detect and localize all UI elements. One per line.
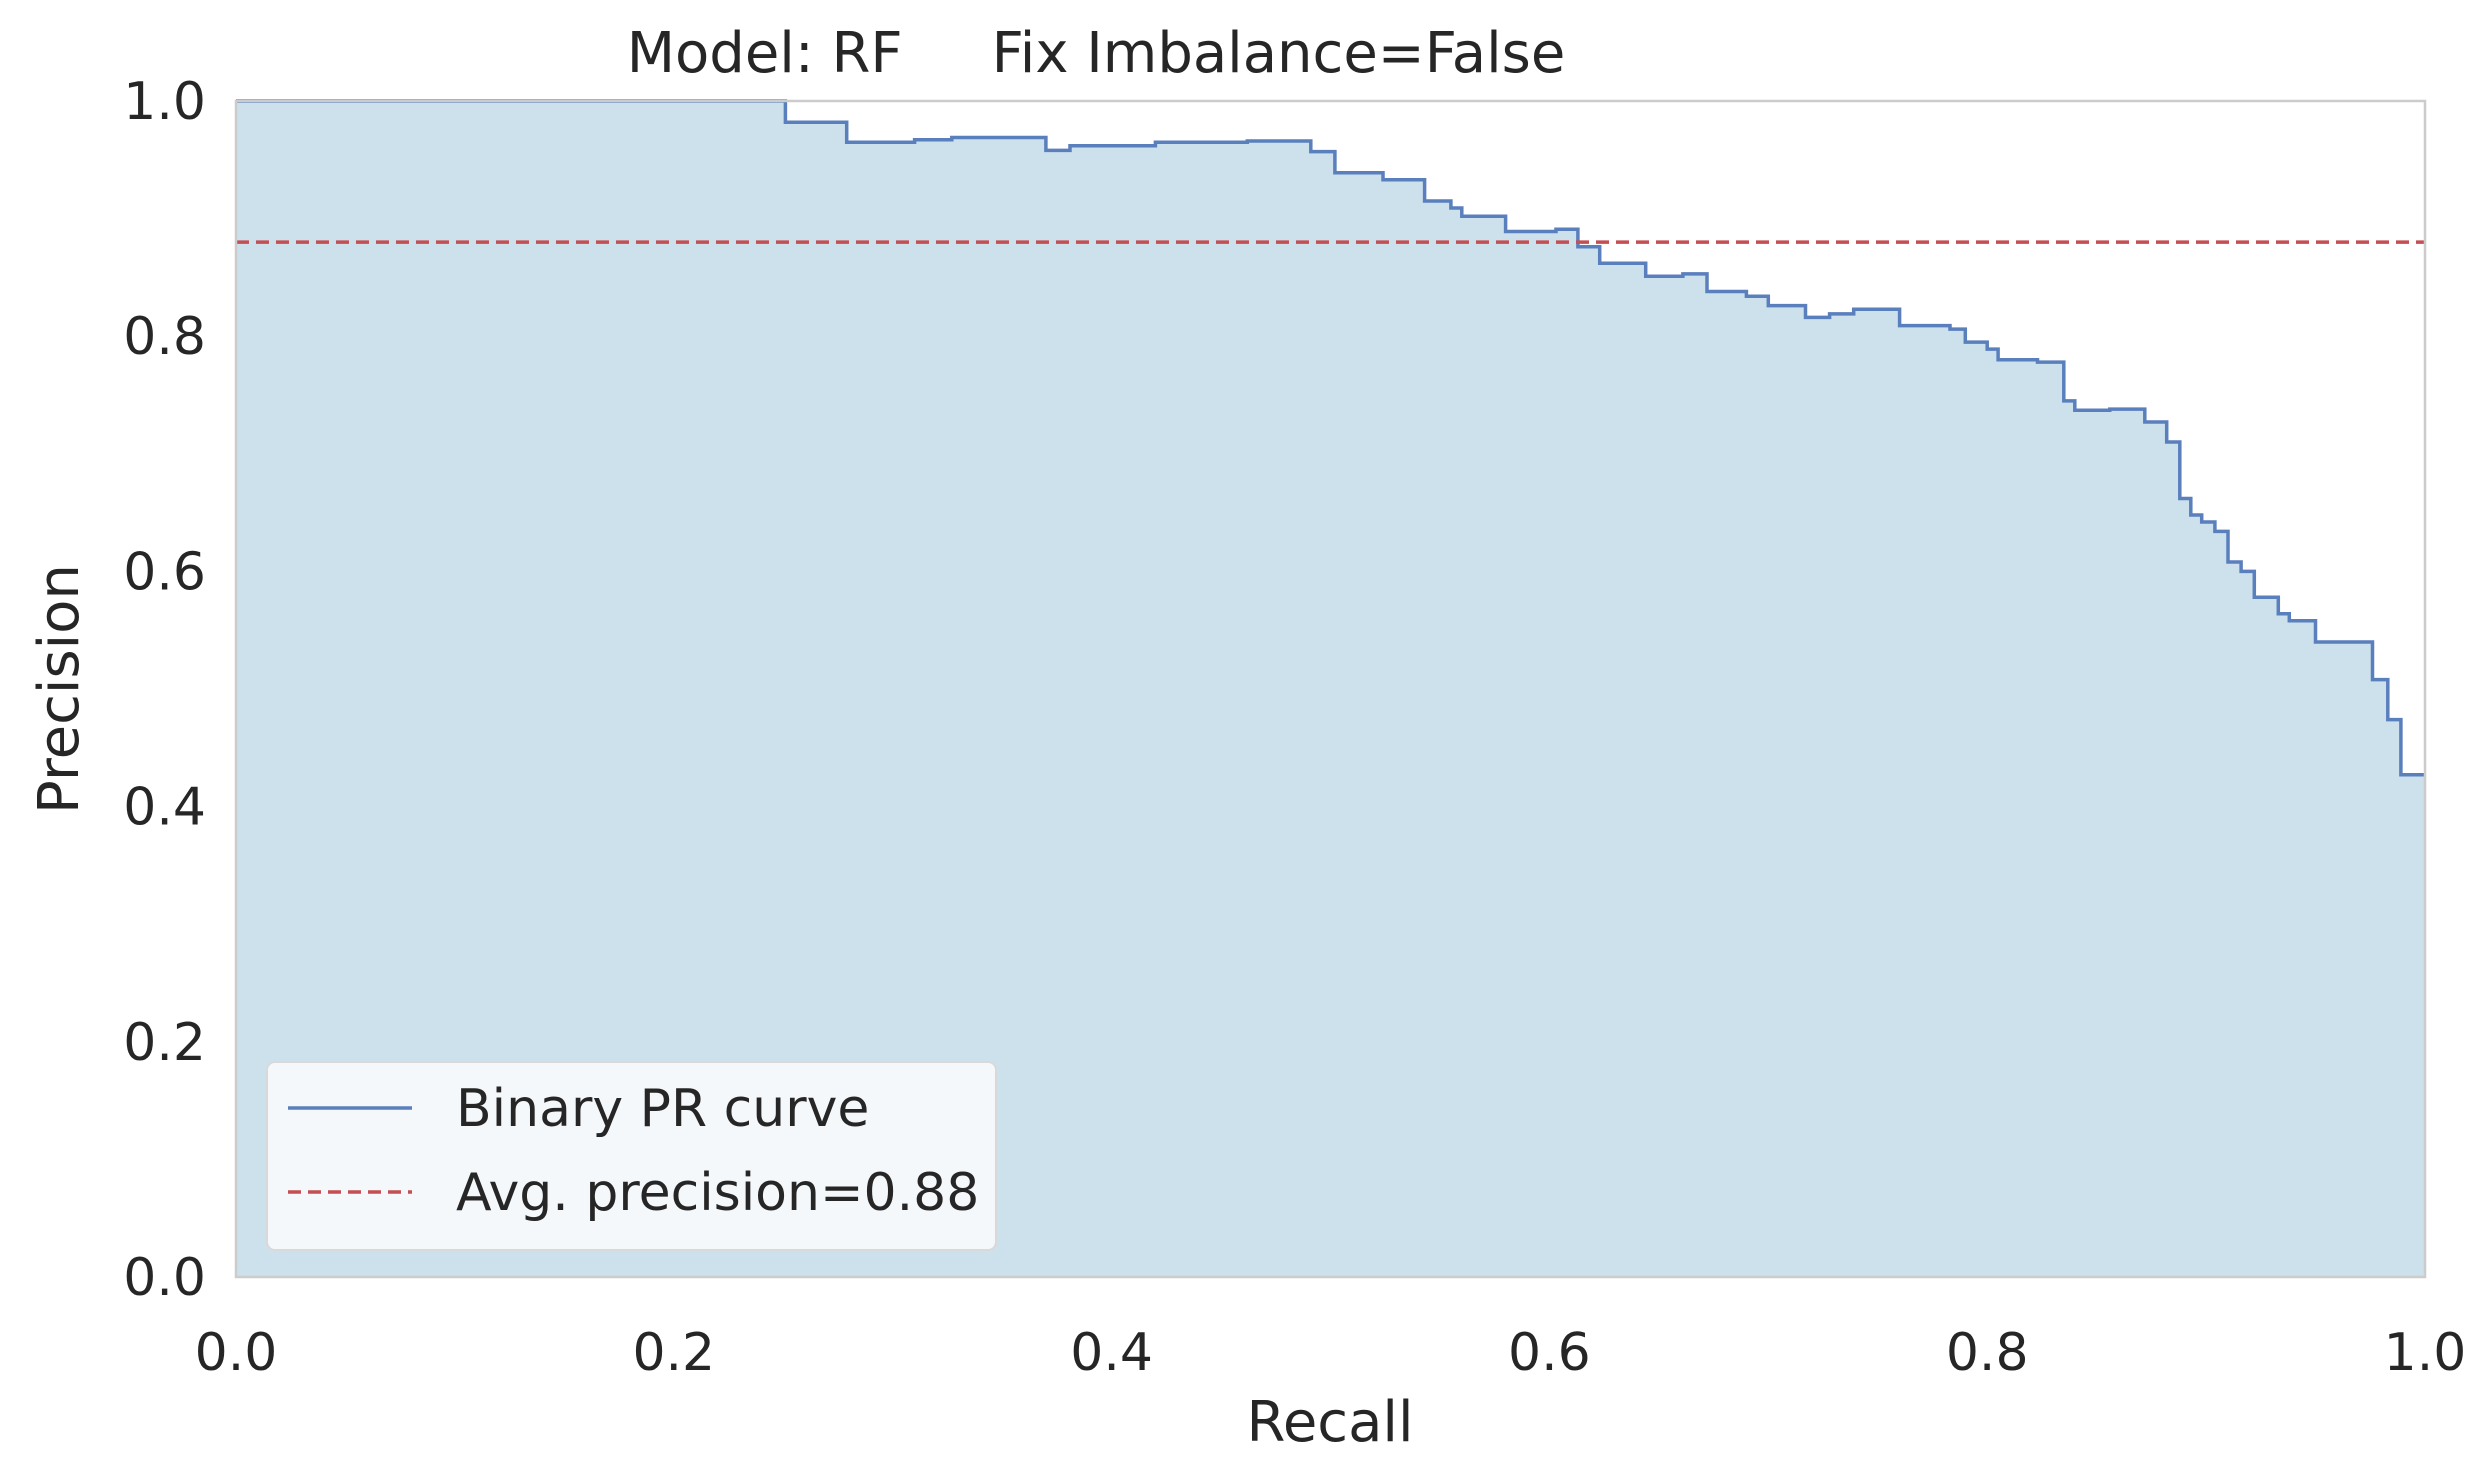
legend-box [266, 1061, 997, 1251]
x-tick-label: 0.4 [1070, 1323, 1153, 1383]
x-tick-label: 0.2 [632, 1323, 715, 1383]
chart-title: Model: RF Fix Imbalance=False [627, 21, 1566, 86]
plot-frame [234, 99, 2427, 1279]
x-tick-label: 0.8 [1946, 1323, 2029, 1383]
legend-label-pr-curve: Binary PR curve [456, 1079, 869, 1139]
x-tick-labels: 0.0 0.2 0.4 0.6 0.8 1.0 [195, 1323, 2467, 1383]
pr-curve-line [236, 99, 2425, 777]
y-tick-label: 0.4 [123, 778, 206, 838]
x-tick-label: 0.6 [1508, 1323, 1591, 1383]
pr-curve-fill [236, 101, 2425, 1277]
y-tick-label: 0.8 [123, 307, 206, 367]
y-tick-labels: 0.0 0.2 0.4 0.6 0.8 1.0 [123, 72, 206, 1308]
y-tick-label: 0.0 [123, 1248, 206, 1308]
y-axis-label: Precision [27, 564, 92, 814]
x-tick-label: 0.0 [195, 1323, 278, 1383]
x-tick-label: 1.0 [2384, 1323, 2467, 1383]
y-tick-label: 0.6 [123, 542, 206, 602]
legend-label-avg-precision: Avg. precision=0.88 [456, 1163, 979, 1223]
x-axis-label: Recall [1246, 1390, 1413, 1455]
y-tick-label: 0.2 [123, 1013, 206, 1073]
y-tick-label: 1.0 [123, 72, 206, 132]
legend: Binary PR curve Avg. precision=0.88 [266, 1061, 997, 1251]
